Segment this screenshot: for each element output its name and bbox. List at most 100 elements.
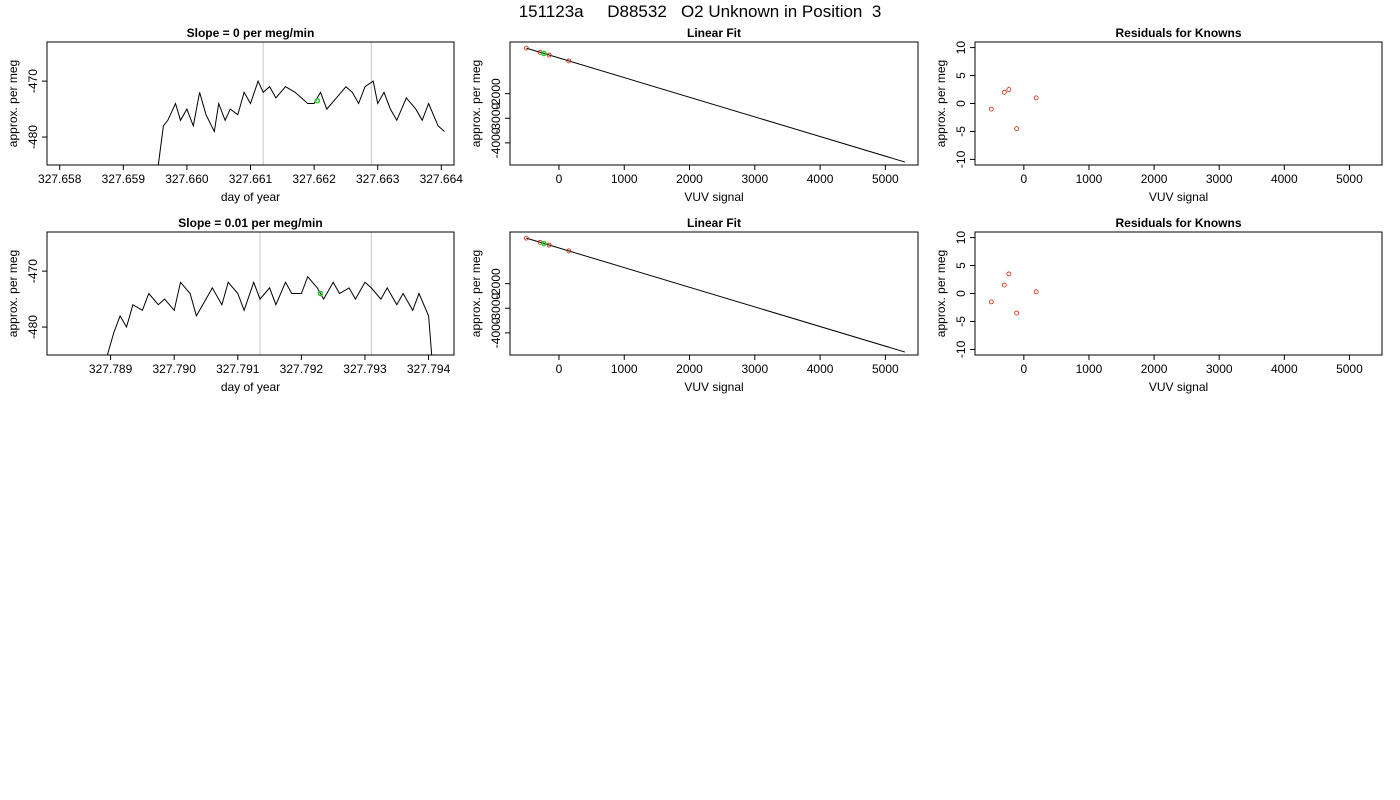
data-series-line (157, 79, 445, 165)
plot-frame (974, 41, 1383, 166)
chart-panel-1: Slope = 0 per meg/min 327.658 327.659 327.6… (6, 26, 463, 204)
x-tick-label: 5000 (1336, 362, 1363, 376)
x-tick-label: 327.792 (280, 362, 324, 376)
plot-frame (509, 41, 919, 166)
chart-title: Linear Fit (687, 26, 741, 40)
y-tick-label: -5 (954, 316, 968, 327)
unknown-marker (317, 290, 324, 297)
x-tick-label: 4000 (807, 172, 834, 186)
y-tick-label: -4000 (489, 317, 503, 348)
x-tick-label: 5000 (872, 362, 899, 376)
plot-frame (509, 231, 919, 356)
y-tick-label: -5 (954, 126, 968, 137)
known-point (988, 106, 994, 112)
x-tick-label: 2000 (1141, 172, 1168, 186)
x-tick-label: 327.791 (216, 362, 260, 376)
chart-panel-3: Residuals for Knowns 0 1000 2000 3000 4000 500… (934, 26, 1383, 204)
chart-panel-4: Slope = 0.01 per meg/min 327.789 327.790 32… (6, 216, 455, 394)
x-tick-label: 2000 (1141, 362, 1168, 376)
chart-title: Slope = 0.01 per meg/min (178, 216, 322, 230)
y-tick-label: 5 (954, 72, 968, 79)
x-tick-label: 3000 (741, 172, 768, 186)
x-tick-label: 1000 (1076, 172, 1103, 186)
y-tick-label: -4000 (489, 127, 503, 158)
x-tick-label: 3000 (1206, 362, 1233, 376)
y-tick-label: -3000 (489, 293, 503, 324)
fit-line (526, 47, 906, 163)
x-tick-label: 327.660 (165, 172, 209, 186)
x-tick-label: 3000 (741, 362, 768, 376)
x-tick-label: 0 (556, 362, 563, 376)
chart-panel-6: Residuals for Knowns 0 1000 2000 3000 4000 500… (934, 216, 1383, 394)
x-tick-label: 327.659 (102, 172, 146, 186)
y-axis-label: approx. per meg (934, 250, 948, 337)
y-axis-label: approx. per meg (469, 250, 483, 337)
chart-panel-5: Linear Fit 0 1000 2000 3000 4000 5000 -4000-300… (469, 216, 919, 394)
known-point (988, 299, 994, 305)
x-axis-label: VUV signal (684, 190, 743, 204)
chart-title: Slope = 0 per meg/min (187, 26, 315, 40)
known-point (1033, 95, 1039, 101)
known-point (1001, 89, 1007, 95)
page-title: 151123a D88532 O2 Unknown in Position 3 (518, 2, 882, 21)
known-point (546, 242, 552, 248)
y-tick-label: 10 (954, 41, 968, 55)
y-tick-label: 5 (954, 262, 968, 269)
chart-title: Linear Fit (687, 216, 741, 230)
x-tick-label: 327.790 (152, 362, 196, 376)
x-tick-label: 2000 (676, 172, 703, 186)
known-point (1001, 282, 1007, 288)
x-tick-label: 327.794 (407, 362, 451, 376)
unknown-point (541, 240, 547, 247)
x-tick-label: 327.793 (343, 362, 387, 376)
y-tick-label: 10 (954, 231, 968, 245)
known-point (523, 235, 529, 241)
known-point (566, 248, 572, 254)
y-axis-label: approx. per meg (6, 250, 20, 337)
x-tick-label: 1000 (611, 362, 638, 376)
known-point (1033, 289, 1039, 295)
x-tick-label: 0 (1020, 362, 1027, 376)
known-point (1014, 310, 1020, 316)
known-point (1014, 126, 1020, 132)
x-tick-label: 3000 (1206, 172, 1233, 186)
y-tick-label: -10 (954, 150, 968, 168)
known-point (523, 45, 529, 51)
x-tick-label: 0 (1020, 172, 1027, 186)
y-tick-label: -470 (26, 259, 40, 283)
x-tick-label: 2000 (676, 362, 703, 376)
known-point (1006, 87, 1012, 92)
y-tick-label: -2000 (489, 78, 503, 109)
data-series-line (106, 275, 433, 355)
plot-frame (46, 231, 455, 356)
x-axis-label: day of year (221, 380, 280, 394)
x-tick-label: 327.662 (292, 172, 336, 186)
x-tick-label: 327.661 (229, 172, 273, 186)
known-point (1006, 271, 1012, 277)
unknown-point (541, 50, 547, 57)
x-tick-label: 4000 (807, 362, 834, 376)
chart-title: Residuals for Knowns (1115, 26, 1241, 40)
x-tick-label: 1000 (1076, 362, 1103, 376)
y-tick-label: 0 (954, 290, 968, 297)
x-axis-label: VUV signal (1149, 380, 1208, 394)
known-point (546, 52, 552, 58)
y-axis-label: approx. per meg (469, 60, 483, 147)
fit-line (526, 237, 906, 353)
x-tick-label: 4000 (1271, 172, 1298, 186)
unknown-marker (314, 97, 321, 104)
y-tick-label: -470 (26, 69, 40, 93)
known-point (566, 58, 572, 64)
y-tick-label: 0 (954, 100, 968, 107)
x-tick-label: 5000 (872, 172, 899, 186)
x-tick-label: 327.658 (38, 172, 82, 186)
x-tick-label: 5000 (1336, 172, 1363, 186)
y-tick-label: -3000 (489, 103, 503, 134)
y-axis-label: approx. per meg (6, 60, 20, 147)
x-tick-label: 1000 (611, 172, 638, 186)
y-axis-label: approx. per meg (934, 60, 948, 147)
x-axis-label: VUV signal (684, 380, 743, 394)
x-axis-label: day of year (221, 190, 280, 204)
x-axis-label: VUV signal (1149, 190, 1208, 204)
